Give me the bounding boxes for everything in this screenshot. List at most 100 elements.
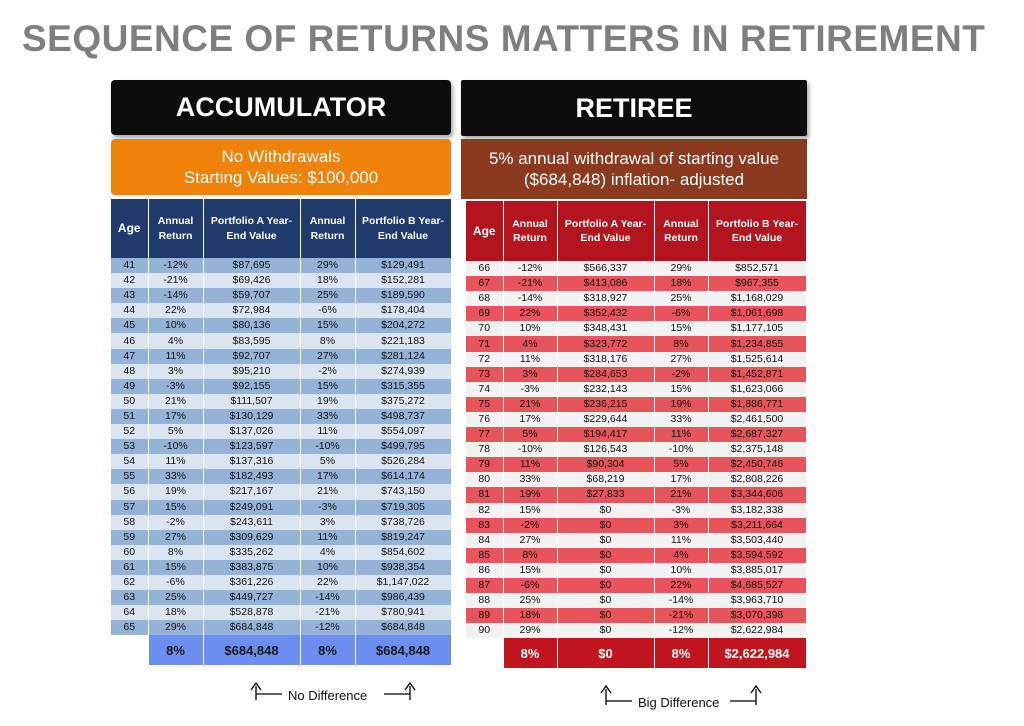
cell-portfolio-b: $4,685,527	[708, 577, 807, 594]
accumulator-banner: ACCUMULATOR	[111, 80, 451, 135]
table-row: 80 33% $68,219 17% $2,808,226	[466, 472, 807, 488]
cell-annual-return-b: 29%	[654, 261, 709, 277]
cell-annual-return-b: 21%	[300, 484, 356, 500]
cell-portfolio-a: $684,848	[203, 620, 301, 636]
table-row: 84 27% $0 11% $3,503,440	[466, 532, 807, 548]
cell-portfolio-a: $335,262	[203, 544, 301, 560]
cell-annual-return-b: 4%	[300, 544, 356, 560]
cell-annual-return-b: -21%	[654, 608, 709, 624]
footer-value-a: $684,848	[203, 635, 301, 666]
table-row: 52 5% $137,026 11% $554,097	[111, 424, 452, 440]
cell-age: 84	[466, 532, 504, 548]
retiree-subtitle-line2: ($684,848) inflation- adjusted	[523, 170, 745, 189]
accumulator-subtitle-line2: Starting Values: $100,000	[183, 168, 379, 187]
footer-value-b: $2,622,984	[708, 638, 807, 669]
cell-age: 82	[466, 502, 504, 518]
cell-age: 86	[466, 562, 504, 578]
cell-portfolio-a: $0	[557, 532, 655, 548]
footer-value-b: $684,848	[355, 635, 452, 666]
cell-portfolio-a: $243,611	[203, 514, 301, 530]
table-row: 85 8% $0 4% $3,594,592	[466, 547, 807, 563]
cell-annual-return-a: -3%	[503, 381, 558, 397]
cell-annual-return-a: -10%	[148, 439, 204, 455]
cell-portfolio-b: $274,939	[355, 363, 452, 379]
header-annual-return-b: Annual Return	[300, 199, 356, 258]
table-row: 82 15% $0 -3% $3,182,338	[466, 502, 807, 518]
cell-annual-return-a: -14%	[503, 291, 558, 307]
cell-annual-return-a: 15%	[503, 562, 558, 578]
table-row: 64 18% $528,878 -21% $780,941	[111, 605, 452, 621]
cell-annual-return-b: -6%	[654, 306, 709, 322]
cell-portfolio-b: $3,963,710	[708, 593, 807, 609]
left-up-arrow-icon	[600, 684, 632, 705]
table-row: 42 -21% $69,426 18% $152,281	[111, 273, 452, 289]
cell-annual-return-b: 10%	[654, 562, 709, 578]
table-row: 61 15% $383,875 10% $938,354	[111, 559, 452, 575]
cell-age: 85	[466, 547, 504, 563]
cell-age: 50	[111, 393, 149, 409]
table-row: 81 19% $27,833 21% $3,344,606	[466, 487, 807, 503]
cell-age: 72	[466, 351, 504, 367]
table-row: 70 10% $348,431 15% $1,177,105	[466, 321, 807, 337]
cell-age: 46	[111, 333, 149, 349]
cell-age: 67	[466, 276, 504, 292]
cell-annual-return-b: 11%	[300, 529, 356, 545]
cell-age: 61	[111, 559, 149, 575]
cell-portfolio-b: $3,070,398	[708, 608, 807, 624]
table-row: 48 3% $95,210 -2% $274,939	[111, 363, 452, 379]
cell-annual-return-a: 11%	[148, 348, 204, 364]
cell-age: 74	[466, 381, 504, 397]
table-row: 47 11% $92,707 27% $281,124	[111, 348, 452, 364]
cell-portfolio-b: $2,622,984	[708, 623, 807, 639]
cell-portfolio-a: $111,507	[203, 393, 301, 409]
cell-portfolio-a: $69,426	[203, 273, 301, 289]
cell-portfolio-b: $499,795	[355, 439, 452, 455]
table-row: 89 18% $0 -21% $3,070,398	[466, 608, 807, 624]
cell-age: 55	[111, 469, 149, 485]
cell-portfolio-a: $449,727	[203, 590, 301, 606]
cell-portfolio-a: $0	[557, 608, 655, 624]
cell-portfolio-b: $3,594,592	[708, 547, 807, 563]
cell-annual-return-b: 22%	[654, 577, 709, 594]
cell-annual-return-a: 33%	[148, 469, 204, 485]
cell-age: 78	[466, 442, 504, 458]
cell-portfolio-b: $3,344,606	[708, 487, 807, 503]
table-row: 88 25% $0 -14% $3,963,710	[466, 593, 807, 609]
cell-portfolio-b: $614,174	[355, 469, 452, 485]
cell-age: 64	[111, 605, 149, 621]
header-age: Age	[466, 201, 504, 261]
cell-portfolio-a: $249,091	[203, 499, 301, 515]
cell-annual-return-b: 25%	[300, 288, 356, 304]
cell-portfolio-b: $204,272	[355, 318, 452, 334]
cell-portfolio-b: $967,355	[708, 276, 807, 292]
table-row: 67 -21% $413,086 18% $967,355	[466, 276, 807, 292]
cell-portfolio-b: $3,182,338	[708, 502, 807, 518]
cell-annual-return-a: 29%	[503, 623, 558, 639]
cell-annual-return-b: 8%	[300, 333, 356, 349]
cell-age: 53	[111, 439, 149, 455]
retiree-table: Age Annual Return Portfolio A Year-End V…	[466, 201, 807, 669]
left-up-arrow-icon	[250, 681, 282, 700]
cell-portfolio-a: $528,878	[203, 605, 301, 621]
cell-age: 45	[111, 318, 149, 334]
cell-age: 87	[466, 577, 504, 594]
cell-portfolio-a: $137,316	[203, 454, 301, 470]
cell-portfolio-a: $217,167	[203, 484, 301, 500]
cell-age: 58	[111, 514, 149, 530]
cell-portfolio-a: $194,417	[557, 427, 655, 443]
table-row: 69 22% $352,432 -6% $1,061,698	[466, 306, 807, 322]
cell-portfolio-b: $1,886,771	[708, 396, 807, 412]
footer-value-a: $0	[557, 638, 655, 669]
table-row: 72 11% $318,176 27% $1,525,614	[466, 351, 807, 367]
cell-portfolio-a: $309,629	[203, 529, 301, 545]
cell-annual-return-a: 5%	[503, 427, 558, 443]
footer-blank	[111, 635, 149, 666]
cell-annual-return-a: 18%	[148, 605, 204, 621]
table-row: 71 4% $323,772 8% $1,234,855	[466, 336, 807, 352]
cell-annual-return-a: 3%	[503, 366, 558, 382]
cell-age: 49	[111, 378, 149, 394]
retiree-banner: RETIREE	[461, 80, 807, 136]
cell-annual-return-b: 10%	[300, 559, 356, 575]
cell-annual-return-b: 5%	[300, 454, 356, 470]
cell-portfolio-b: $719,305	[355, 499, 452, 515]
